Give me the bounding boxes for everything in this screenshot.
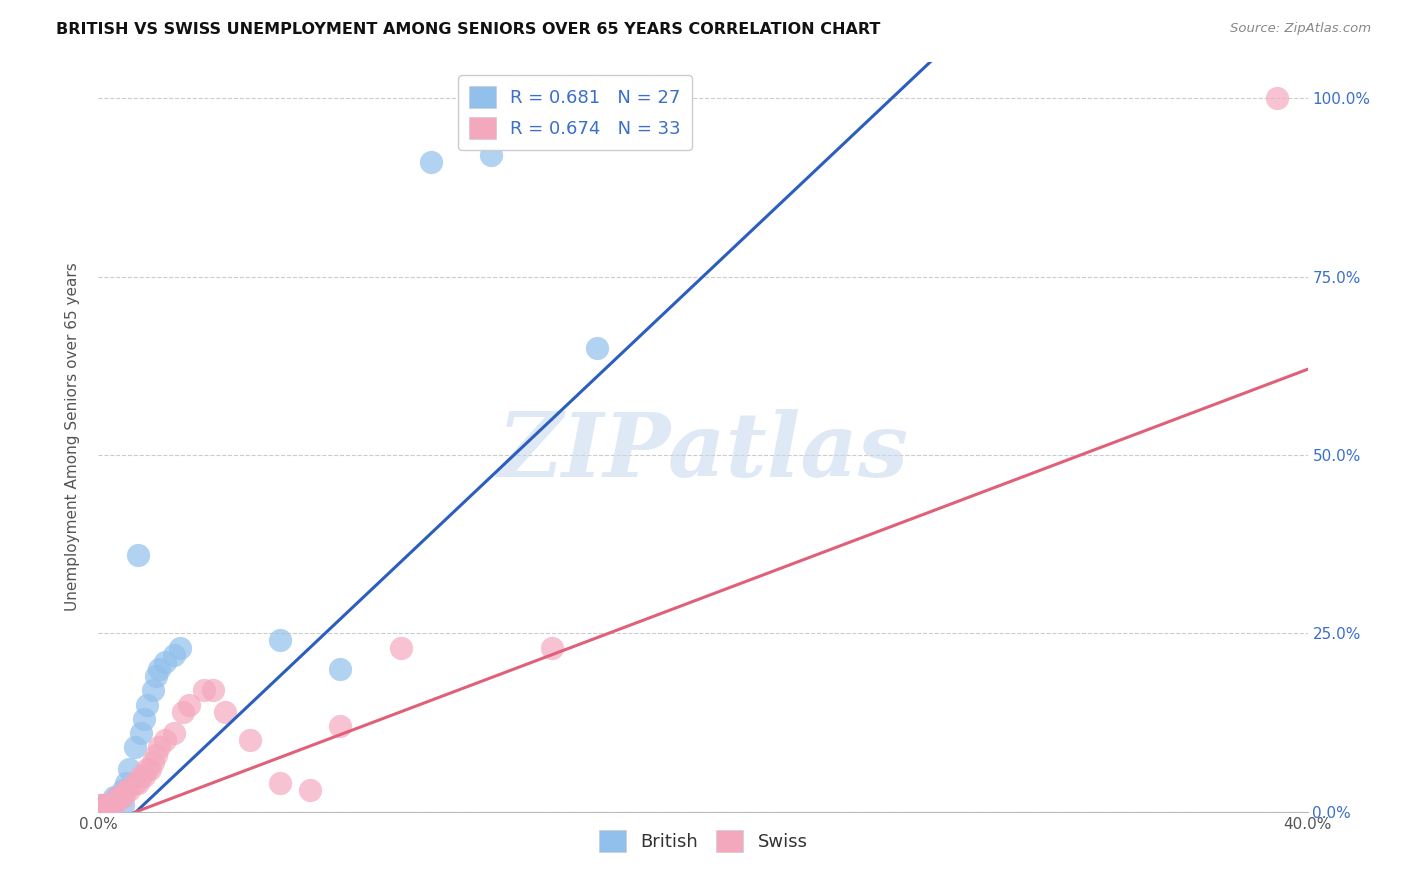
Point	[142, 755, 165, 769]
Point	[1267, 91, 1289, 105]
Point	[108, 790, 131, 805]
Point	[193, 683, 215, 698]
Point	[148, 662, 170, 676]
Text: ZIPatlas: ZIPatlas	[498, 409, 908, 495]
Point	[540, 640, 562, 655]
Point	[90, 797, 112, 812]
Point	[103, 797, 125, 812]
Point	[118, 762, 141, 776]
Point	[163, 726, 186, 740]
Point	[90, 797, 112, 812]
Point	[124, 776, 146, 790]
Point	[132, 712, 155, 726]
Point	[214, 705, 236, 719]
Legend: British, Swiss: British, Swiss	[592, 822, 814, 859]
Point	[93, 797, 115, 812]
Text: BRITISH VS SWISS UNEMPLOYMENT AMONG SENIORS OVER 65 YEARS CORRELATION CHART: BRITISH VS SWISS UNEMPLOYMENT AMONG SENI…	[56, 22, 880, 37]
Point	[105, 790, 128, 805]
Point	[163, 648, 186, 662]
Point	[481, 148, 503, 162]
Point	[153, 733, 176, 747]
Point	[148, 740, 170, 755]
Point	[132, 769, 155, 783]
Point	[93, 797, 115, 812]
Point	[202, 683, 225, 698]
Point	[145, 747, 167, 762]
Point	[111, 790, 134, 805]
Point	[124, 740, 146, 755]
Point	[586, 341, 609, 355]
Point	[269, 633, 291, 648]
Point	[114, 776, 136, 790]
Point	[118, 783, 141, 797]
Point	[114, 783, 136, 797]
Point	[100, 797, 122, 812]
Point	[129, 726, 152, 740]
Point	[239, 733, 262, 747]
Point	[179, 698, 201, 712]
Point	[420, 155, 443, 169]
Point	[139, 762, 162, 776]
Point	[389, 640, 412, 655]
Point	[96, 797, 118, 812]
Point	[145, 669, 167, 683]
Point	[96, 797, 118, 812]
Point	[111, 797, 134, 812]
Point	[135, 762, 157, 776]
Point	[111, 783, 134, 797]
Point	[100, 797, 122, 812]
Point	[172, 705, 194, 719]
Point	[129, 769, 152, 783]
Text: Source: ZipAtlas.com: Source: ZipAtlas.com	[1230, 22, 1371, 36]
Point	[135, 698, 157, 712]
Point	[142, 683, 165, 698]
Point	[108, 790, 131, 805]
Point	[299, 783, 322, 797]
Point	[103, 790, 125, 805]
Point	[169, 640, 191, 655]
Point	[269, 776, 291, 790]
Y-axis label: Unemployment Among Seniors over 65 years: Unemployment Among Seniors over 65 years	[65, 263, 80, 611]
Point	[329, 662, 352, 676]
Point	[153, 655, 176, 669]
Point	[127, 548, 149, 562]
Point	[127, 776, 149, 790]
Point	[105, 790, 128, 805]
Point	[329, 719, 352, 733]
